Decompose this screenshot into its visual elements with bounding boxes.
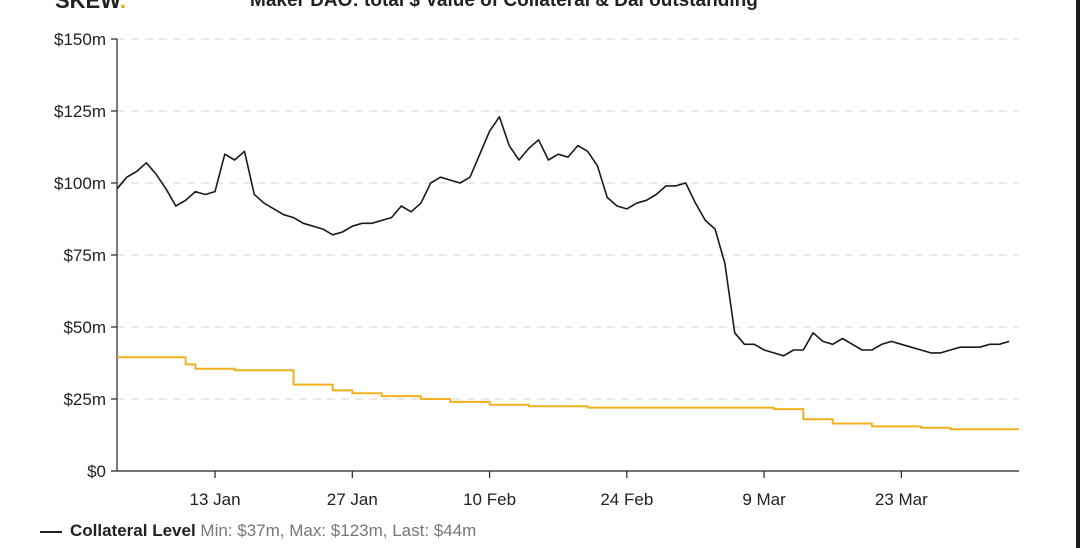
legend-series-name: Collateral Level xyxy=(70,521,196,540)
y-tick-label: $0 xyxy=(87,462,106,481)
x-tick-label: 24 Feb xyxy=(600,490,653,509)
logo-text: SKEW xyxy=(55,0,120,13)
dai-outstanding-line xyxy=(117,356,1019,431)
legend-series-stats: Min: $37m, Max: $123m, Last: $44m xyxy=(200,521,477,540)
y-tick-label: $75m xyxy=(63,246,106,265)
y-tick-label: $50m xyxy=(63,318,106,337)
y-tick-label: $100m xyxy=(54,174,106,193)
x-tick-label: 23 Mar xyxy=(875,490,928,509)
x-tick-label: 13 Jan xyxy=(190,490,241,509)
x-tick-label: 27 Jan xyxy=(327,490,378,509)
y-tick-label: $150m xyxy=(54,30,106,49)
x-tick-label: 10 Feb xyxy=(463,490,516,509)
legend-item-collateral[interactable]: Collateral Level Min: $37m, Max: $123m, … xyxy=(40,521,476,541)
x-tick-label: 9 Mar xyxy=(742,490,786,509)
brand-logo: SKEW. xyxy=(55,0,126,14)
y-tick-label: $125m xyxy=(54,102,106,121)
collateral-swatch xyxy=(40,530,62,533)
logo-dot: . xyxy=(119,0,126,13)
chart-title: Maker DAO: total $ Value of Collateral &… xyxy=(250,0,758,11)
window-edge xyxy=(1076,0,1080,548)
collateral-line xyxy=(116,116,1010,357)
y-tick-label: $25m xyxy=(63,390,106,409)
